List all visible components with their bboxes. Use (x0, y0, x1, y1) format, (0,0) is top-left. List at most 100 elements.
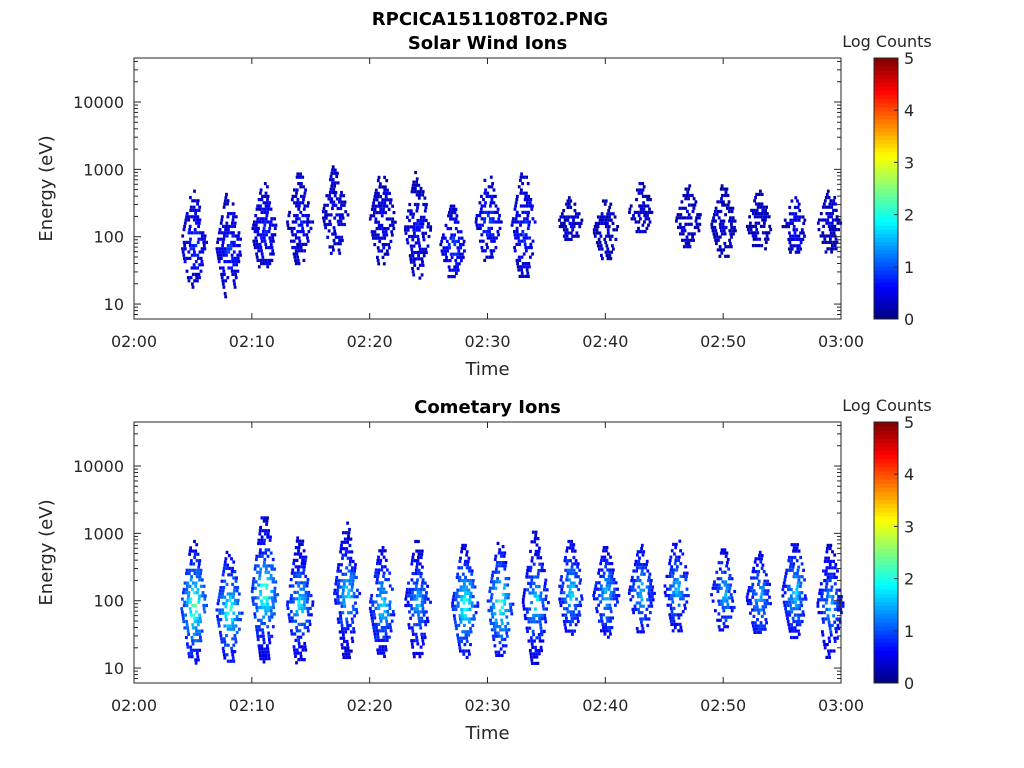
cell (191, 285, 195, 289)
cell (200, 629, 204, 633)
cell (759, 586, 762, 590)
cell (240, 611, 244, 615)
cell (543, 569, 546, 573)
x-tick-label: 02:10 (229, 332, 275, 351)
cell (539, 594, 542, 598)
cell (226, 244, 230, 248)
cell (722, 200, 725, 204)
cell (832, 247, 835, 251)
cell (521, 274, 525, 278)
colorbar-segment (874, 74, 898, 79)
cell (295, 597, 298, 601)
cell (719, 187, 723, 191)
cell (647, 591, 651, 595)
cell (536, 537, 540, 541)
cell (490, 226, 493, 230)
cell (570, 613, 573, 617)
cell (765, 205, 768, 209)
cell (595, 610, 599, 614)
cell (260, 198, 264, 202)
cell (266, 198, 269, 202)
cell (723, 570, 727, 574)
cell (413, 610, 417, 614)
cell (468, 601, 471, 605)
cell (606, 212, 610, 216)
cell (475, 214, 479, 218)
cell (289, 578, 293, 582)
cell (295, 648, 299, 652)
cell (301, 555, 305, 559)
cell (415, 228, 418, 232)
colorbar-segment (874, 589, 898, 594)
cell (196, 215, 200, 219)
cell (827, 620, 831, 624)
cell (421, 603, 424, 608)
cell (469, 595, 472, 599)
colorbar-segment (874, 180, 898, 185)
cell (461, 243, 465, 247)
cell (235, 630, 239, 634)
cell (254, 214, 258, 218)
cell (338, 200, 341, 204)
cell (823, 218, 827, 222)
cell (826, 218, 830, 222)
cell (506, 621, 510, 625)
cell (760, 557, 763, 561)
cell (722, 621, 726, 626)
cell (186, 276, 190, 280)
colorbar-segment (874, 98, 898, 104)
cell (392, 613, 396, 617)
cell (677, 629, 681, 633)
cell (530, 540, 534, 544)
cell (530, 207, 534, 211)
cell (578, 568, 582, 572)
cell (571, 632, 574, 636)
cell (517, 239, 521, 243)
cell (789, 594, 793, 598)
cell (490, 185, 494, 189)
cell (454, 217, 458, 221)
cell (447, 275, 451, 279)
cell (476, 226, 479, 230)
cell (303, 642, 307, 646)
cell (221, 250, 225, 254)
cell (455, 262, 458, 266)
cell (224, 643, 227, 647)
cell (255, 554, 259, 558)
cell (443, 249, 447, 253)
cell (823, 646, 827, 650)
cell (421, 565, 424, 569)
cell (349, 579, 352, 583)
cell (828, 627, 832, 631)
cell (302, 603, 306, 607)
cell (824, 585, 828, 589)
cell (685, 235, 689, 239)
burst-1 (215, 550, 244, 663)
cell (821, 588, 825, 592)
cell (763, 592, 766, 596)
cell (504, 644, 508, 648)
cell (831, 244, 834, 248)
cell (253, 612, 257, 616)
cell (606, 247, 610, 251)
cell (533, 575, 537, 579)
cell (603, 202, 607, 206)
colorbar-segment (874, 298, 898, 304)
cell (180, 610, 184, 614)
cell (353, 566, 357, 570)
cell (270, 567, 274, 571)
cell (418, 228, 421, 232)
cell (306, 223, 309, 227)
cell (389, 239, 393, 243)
cell (719, 577, 723, 581)
cell (337, 582, 341, 586)
cell (383, 600, 386, 604)
cell (638, 204, 641, 208)
cell (530, 575, 534, 579)
cell (638, 601, 642, 605)
cell (753, 215, 757, 219)
cell (791, 212, 795, 216)
colorbar-segment (874, 678, 898, 684)
cell (386, 188, 389, 192)
